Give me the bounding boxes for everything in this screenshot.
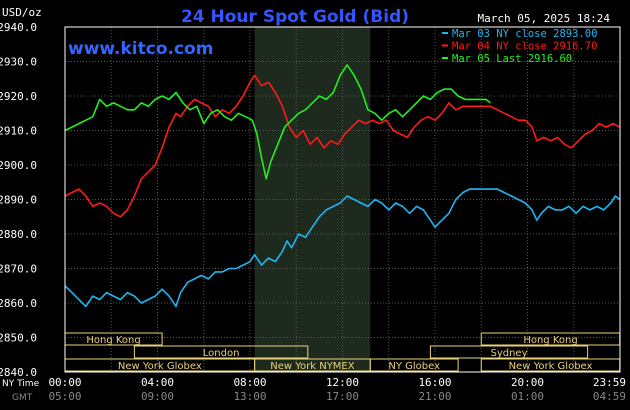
trading-sessions: Hong Kong Hong Kong London Sydney New York G… (64, 332, 621, 372)
session-label: Hong Kong (523, 335, 577, 346)
series-line (64, 74, 621, 218)
y-tick-label: 2850.0 (0, 332, 37, 345)
x-tick-label-ny: 16:00 (418, 376, 451, 389)
session-box (369, 358, 459, 372)
session-label: New York Globex (509, 361, 593, 372)
date-label: March 05, 2025 18:24 (478, 12, 611, 25)
session-label: London (203, 348, 240, 359)
x-row-label-ny: NY Time (2, 379, 40, 389)
legend-entry: Mar 05 Last 2916.60 (452, 53, 572, 65)
x-tick-label-ny: 23:59 (593, 376, 626, 389)
chart-title: 24 Hour Spot Gold (Bid) (181, 7, 409, 27)
x-tick-label-gmt: 05:00 (48, 390, 81, 403)
y-tick-label: 2900.0 (0, 159, 37, 172)
x-axis: 00:00 04:00 08:00 12:00 16:00 20:00 23:59 05:00… (2, 376, 626, 403)
session-box (133, 345, 309, 359)
y-axis: 2940.0 2930.0 2920.0 2910.0 2900.0 2890.0 2880… (0, 21, 37, 379)
y-tick-label: 2870.0 (0, 263, 37, 276)
x-tick-label-gmt: 01:00 (511, 390, 544, 403)
y-tick-label: 2890.0 (0, 194, 37, 207)
x-tick-label-ny: 00:00 (48, 376, 81, 389)
legend-entry: Mar 03 NY close 2893.00 (452, 28, 597, 40)
session-box (429, 345, 589, 359)
session-label: Sydney (490, 348, 527, 359)
x-tick-label-gmt: 17:00 (326, 390, 359, 403)
x-tick-label-gmt: 09:00 (141, 390, 174, 403)
x-tick-label-ny: 04:00 (141, 376, 174, 389)
session-label: New York Globex (118, 361, 202, 372)
series-line (64, 64, 491, 180)
units-label: USD/oz (2, 6, 42, 19)
x-tick-label-ny: 20:00 (511, 376, 544, 389)
y-tick-label: 2860.0 (0, 297, 37, 310)
session-label: Hong Kong (86, 335, 140, 346)
session-label: New York NYMEX (270, 361, 355, 372)
x-tick-label-gmt: 21:00 (418, 390, 451, 403)
y-tick-label: 2940.0 (0, 21, 37, 34)
legend-entry: Mar 04 NY close 2916.70 (452, 41, 597, 53)
y-tick-label: 2930.0 (0, 56, 37, 69)
x-row-label-gmt: GMT (12, 393, 33, 403)
y-tick-label: 2880.0 (0, 228, 37, 241)
y-tick-label: 2910.0 (0, 125, 37, 138)
plot-frame (64, 26, 621, 373)
x-tick-label-gmt: 13:00 (233, 390, 266, 403)
x-tick-label-ny: 12:00 (326, 376, 359, 389)
x-tick-label-gmt: 04:59 (593, 390, 626, 403)
series-layer (64, 64, 621, 308)
series-line (64, 188, 621, 308)
y-tick-label: 2840.0 (0, 366, 37, 379)
session-label: NY Globex (388, 361, 440, 372)
y-tick-label: 2920.0 (0, 90, 37, 103)
watermark-url: www.kitco.com (68, 39, 213, 59)
x-tick-label-ny: 08:00 (233, 376, 266, 389)
